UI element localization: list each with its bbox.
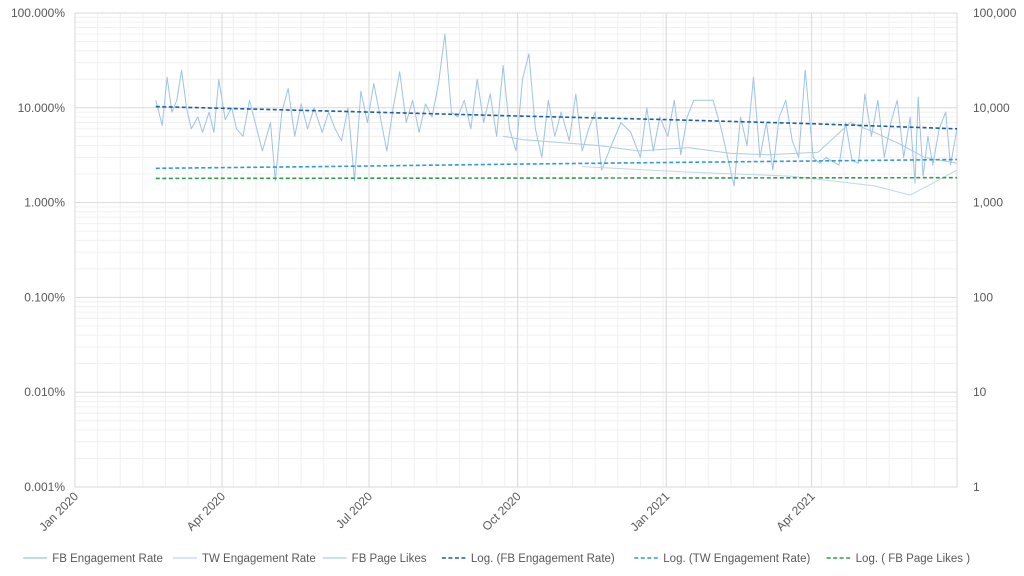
y-right-tick-label: 100,000 (973, 6, 1017, 20)
series-line-log-fb-page-likes (155, 176, 958, 180)
legend-label: TW Engagement Rate (202, 553, 316, 565)
legend-label: FB Engagement Rate (52, 553, 163, 565)
x-tick-label: Oct 2020 (479, 489, 524, 534)
y-left-tick-label: 0.100% (24, 290, 65, 304)
x-axis-tick-labels: Jan 2020 Apr 2020 Jul 2020 Oct 2020 Jan 2021… (36, 489, 818, 534)
y-right-tick-label: 10,000 (973, 101, 1010, 115)
legend-label: FB Page Likes (352, 553, 427, 565)
legend-label: Log. (TW Engagement Rate) (663, 553, 810, 565)
y-right-tick-label: 10 (973, 385, 987, 399)
y-axis-right-tick-labels: 1 10 100 1,000 10,000 100,000 (973, 6, 1017, 494)
major-gridlines (74, 12, 958, 488)
y-left-tick-label: 10.000% (18, 101, 66, 115)
series-line-log-fb-engagement-rate (155, 105, 958, 130)
y-axis-left-tick-labels: 0.001% 0.010% 0.100% 1.000% 10.000% 100.000% (11, 6, 65, 494)
x-tick-label: Jul 2020 (333, 489, 375, 531)
y-left-tick-label: 0.001% (24, 480, 65, 494)
y-left-tick-label: 0.010% (24, 385, 65, 399)
series-line-log-tw-engagement-rate (155, 158, 958, 170)
series-lines (155, 33, 958, 196)
y-right-tick-label: 1,000 (973, 196, 1003, 210)
series-line-fb-page-likes (503, 122, 958, 164)
legend-label: Log. (FB Engagement Rate) (471, 553, 615, 565)
y-right-tick-label: 100 (973, 290, 993, 304)
x-tick-label: Jan 2021 (628, 489, 673, 534)
series-line-tw-engagement-rate (582, 166, 958, 196)
legend-label: Log. ( FB Page Likes ) (856, 553, 971, 565)
x-tick-label: Apr 2020 (184, 489, 229, 534)
series-line-fb-engagement-rate (155, 33, 958, 187)
y-right-tick-label: 1 (973, 480, 980, 494)
x-tick-label: Jan 2020 (36, 489, 81, 534)
y-left-tick-label: 100.000% (11, 6, 65, 20)
x-tick-label: Apr 2021 (773, 489, 818, 534)
legend: FB Engagement Rate TW Engagement Rate FB P… (23, 553, 970, 565)
minor-gridlines (74, 13, 958, 487)
y-left-tick-label: 1.000% (24, 196, 65, 210)
